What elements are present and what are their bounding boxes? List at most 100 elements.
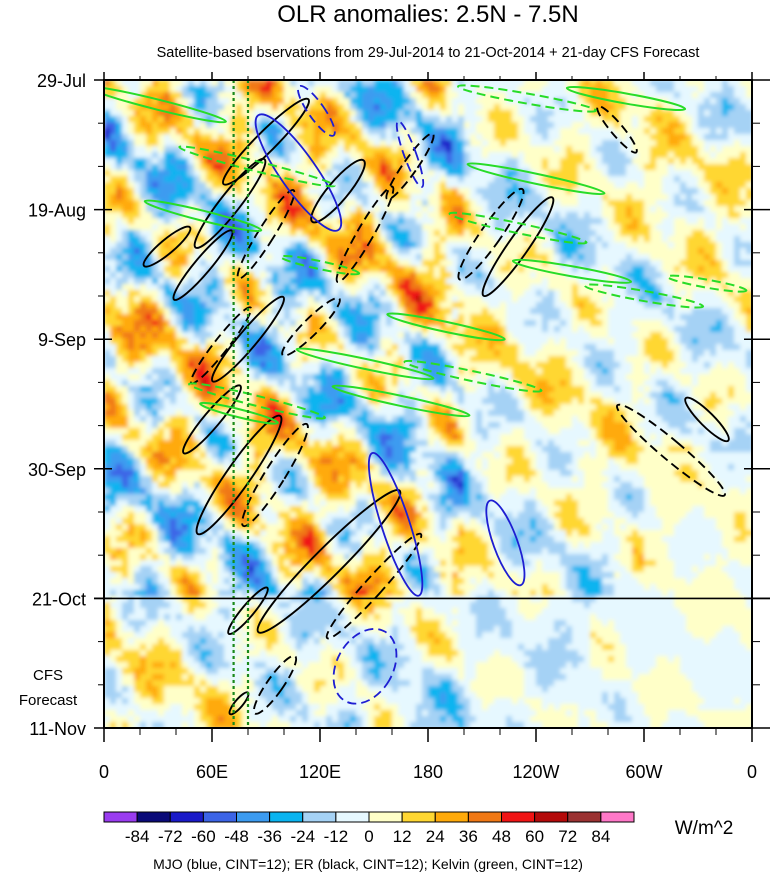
- y-tick-label-2: 9-Sep: [38, 330, 86, 350]
- x-tick-label-0: 0: [99, 762, 109, 782]
- er-contour-10: [256, 489, 402, 634]
- kelvin-contour-5: [466, 162, 606, 196]
- colorbar-label-2: -60: [191, 827, 216, 846]
- er-contour-4: [211, 295, 285, 383]
- wave-contours: [104, 84, 748, 716]
- y-tick-label-0: 29-Jul: [37, 71, 86, 91]
- colorbar-box-8: [368, 811, 403, 823]
- colorbar-label-9: 24: [426, 827, 445, 846]
- kelvin-contour-14: [295, 347, 435, 381]
- er-contour-9: [281, 297, 341, 357]
- kelvin-contour-3: [457, 84, 597, 113]
- y-tick-label-1: 19-Aug: [28, 201, 86, 221]
- er-contour-11: [325, 532, 423, 640]
- forecast-label-line1: CFS: [33, 667, 63, 684]
- colorbar-box-14: [567, 811, 602, 823]
- mjo-contour-0: [254, 113, 343, 232]
- colorbar-label-3: -48: [224, 827, 249, 846]
- kelvin-contour-2: [143, 199, 263, 233]
- er-contour-8: [182, 384, 242, 455]
- x-tick-label-4: 120W: [512, 762, 559, 782]
- er-contour-0: [193, 157, 267, 249]
- er-contour-14: [457, 187, 525, 281]
- colorbar-box-6: [302, 811, 337, 823]
- colorbar-label-0: -84: [125, 827, 150, 846]
- kelvin-contour-1: [178, 145, 336, 188]
- mjo-contour-2: [367, 451, 424, 597]
- colorbar-box-4: [236, 811, 271, 823]
- colorbar-box-7: [335, 811, 370, 823]
- colorbar-box-3: [202, 811, 237, 823]
- kelvin-contour-8: [583, 283, 705, 309]
- colorbar-label-11: 48: [492, 827, 511, 846]
- colorbar-box-5: [269, 811, 304, 823]
- colorbar-label-13: 72: [558, 827, 577, 846]
- er-contour-18: [252, 654, 298, 715]
- kelvin-contour-16: [279, 254, 361, 276]
- kelvin-contour-4: [565, 85, 687, 112]
- er-contour-13: [310, 158, 366, 224]
- reference-longitude-lines: [232, 80, 250, 728]
- kelvin-contour-9: [386, 312, 506, 342]
- colorbar: -84 -72 -60 -48 -36 -24 -12 0 12 24 36 48 60 72 84: [103, 811, 635, 846]
- colorbar-box-11: [467, 811, 502, 823]
- y-axis: 29-Jul 19-Aug 9-Sep 30-Sep 21-Oct 11-Nov: [28, 71, 770, 739]
- kelvin-contour-15: [666, 274, 748, 293]
- er-contour-15: [481, 196, 555, 298]
- x-tick-label-6: 0: [747, 762, 757, 782]
- er-contour-1: [236, 189, 296, 280]
- mjo-contour-3: [332, 628, 398, 705]
- chart-subtitle: Satellite-based bservations from 29-Jul-…: [157, 45, 700, 61]
- colorbar-label-7: 0: [364, 827, 373, 846]
- er-contour-6: [195, 414, 283, 536]
- colorbar-box-0: [103, 811, 138, 823]
- mjo-contour-1: [297, 84, 336, 137]
- colorbar-label-10: 36: [459, 827, 478, 846]
- er-contour-20: [227, 586, 269, 635]
- y-tick-label-4: 21-Oct: [32, 589, 86, 609]
- colorbar-label-6: -12: [324, 827, 349, 846]
- colorbar-box-15: [600, 811, 635, 823]
- er-contour-22: [385, 132, 435, 201]
- colorbar-units: W/m^2: [675, 818, 734, 839]
- kelvin-contour-6: [448, 211, 588, 245]
- x-tick-label-3: 180: [413, 762, 443, 782]
- er-contour-3: [142, 225, 192, 268]
- forecast-label-line2: Forecast: [19, 692, 78, 709]
- x-tick-label-1: 60E: [196, 762, 228, 782]
- er-contour-21: [222, 97, 310, 186]
- kelvin-contour-13: [199, 401, 279, 425]
- x-tick-label-2: 120E: [299, 762, 341, 782]
- colorbar-label-4: -36: [257, 827, 282, 846]
- colorbar-box-1: [136, 811, 171, 823]
- kelvin-contour-10: [403, 359, 543, 393]
- colorbar-label-5: -24: [290, 827, 315, 846]
- colorbar-box-12: [501, 811, 536, 823]
- er-contour-16: [616, 403, 726, 497]
- colorbar-label-14: 84: [591, 827, 610, 846]
- colorbar-label-12: 60: [525, 827, 544, 846]
- contour-footnote: MJO (blue, CINT=12); ER (black, CINT=12)…: [153, 856, 583, 872]
- x-axis: 0 60E 120E 180 120W 60W 0: [99, 72, 757, 782]
- mjo-contour-4: [485, 499, 526, 587]
- kelvin-contour-11: [331, 384, 471, 418]
- x-tick-label-5: 60W: [625, 762, 662, 782]
- colorbar-box-13: [534, 811, 569, 823]
- er-contour-17: [684, 396, 730, 443]
- er-contour-7: [241, 422, 309, 528]
- kelvin-contour-0: [104, 86, 227, 124]
- mjo-contour-5: [395, 120, 425, 188]
- er-contour-2: [172, 229, 234, 301]
- colorbar-box-9: [401, 811, 436, 823]
- colorbar-label-1: -72: [158, 827, 183, 846]
- colorbar-box-2: [169, 811, 204, 823]
- y-tick-label-3: 30-Sep: [28, 460, 86, 480]
- y-tick-label-5: 11-Nov: [29, 719, 86, 739]
- colorbar-box-10: [434, 811, 469, 823]
- kelvin-contour-12: [188, 382, 326, 420]
- colorbar-label-8: 12: [393, 827, 412, 846]
- chart-title: OLR anomalies: 2.5N - 7.5N: [277, 1, 578, 28]
- kelvin-contour-7: [511, 258, 633, 284]
- er-contour-12: [335, 185, 395, 284]
